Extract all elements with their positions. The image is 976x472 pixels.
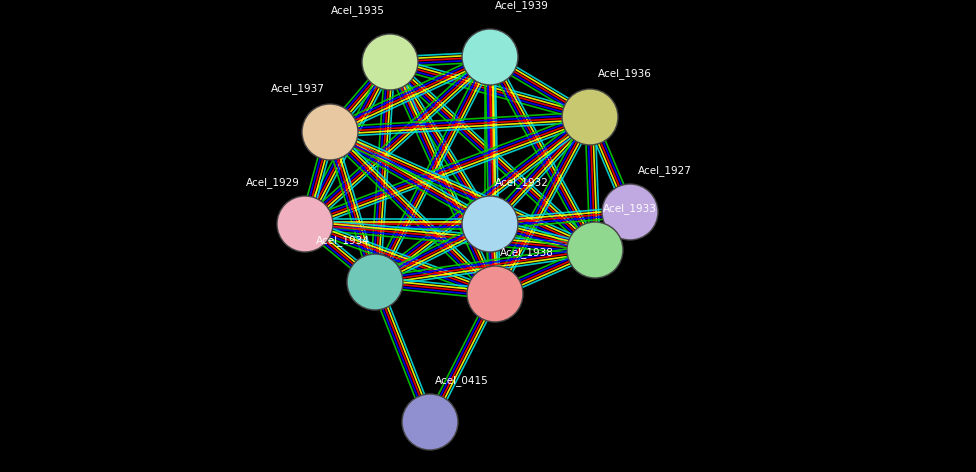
Text: Acel_1932: Acel_1932 <box>495 177 549 188</box>
Text: Acel_1933: Acel_1933 <box>603 203 657 214</box>
Text: Acel_1927: Acel_1927 <box>638 165 692 176</box>
Circle shape <box>277 196 333 252</box>
Text: Acel_0415: Acel_0415 <box>435 375 489 386</box>
Text: Acel_1935: Acel_1935 <box>331 5 385 16</box>
Text: Acel_1937: Acel_1937 <box>271 83 325 94</box>
Text: Acel_1936: Acel_1936 <box>598 68 652 79</box>
Text: Acel_1934: Acel_1934 <box>316 235 370 246</box>
Text: Acel_1939: Acel_1939 <box>495 0 549 11</box>
Text: Acel_1929: Acel_1929 <box>246 177 300 188</box>
Circle shape <box>302 104 358 160</box>
Circle shape <box>562 89 618 145</box>
Circle shape <box>462 29 518 85</box>
Circle shape <box>347 254 403 310</box>
Text: Acel_1938: Acel_1938 <box>500 247 553 258</box>
Circle shape <box>402 394 458 450</box>
Circle shape <box>462 196 518 252</box>
Circle shape <box>567 222 623 278</box>
Circle shape <box>467 266 523 322</box>
Circle shape <box>362 34 418 90</box>
Circle shape <box>602 184 658 240</box>
